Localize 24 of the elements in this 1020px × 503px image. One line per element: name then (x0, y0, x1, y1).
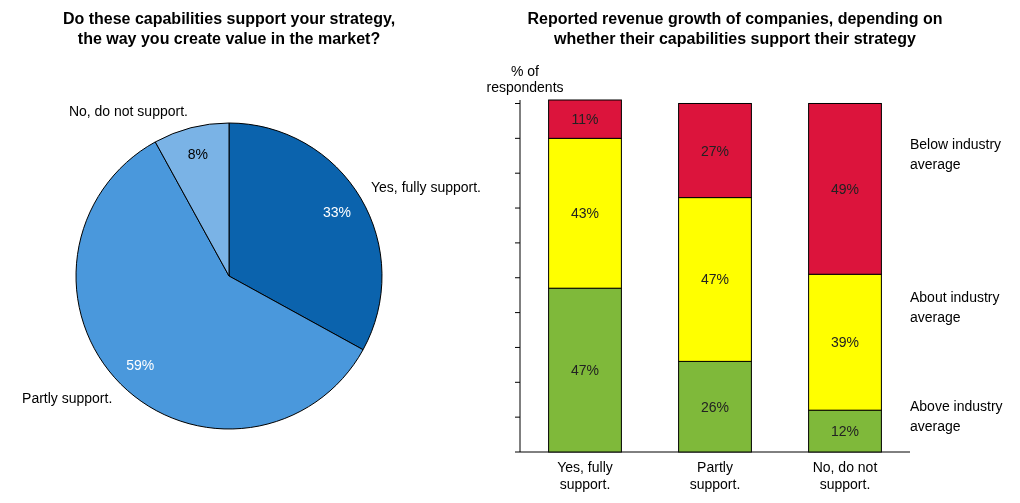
data-label: 49% (830, 180, 860, 197)
chart-title: Do these capabilities support your strategy, the way you create value in the market? (62, 10, 396, 47)
data-label: 27% (700, 142, 730, 159)
data-label: 59% (126, 356, 155, 373)
data-label: 26% (700, 398, 730, 415)
data-label: 12% (830, 423, 860, 440)
x-tick-label: No, do not support. (812, 459, 878, 492)
chart-title: Reported revenue growth of companies, depending on whether their capabilities support their strategy (527, 10, 943, 47)
data-label: 39% (830, 334, 860, 351)
x-tick-label: Yes, fully support. (557, 459, 613, 492)
data-label: 43% (570, 205, 600, 222)
text: Above industry average (910, 398, 1003, 435)
data-label: 8% (187, 146, 208, 163)
data-label: 47% (700, 271, 730, 288)
y-axis-title: % of respondents (486, 63, 564, 95)
slice-label: Partly support. (22, 389, 113, 406)
slice-label: No, do not support. (68, 103, 188, 120)
data-label: 47% (570, 362, 600, 379)
x-tick-label: Partly support. (689, 459, 741, 492)
text: Below industry average (910, 135, 1002, 172)
data-label: 33% (322, 204, 351, 221)
slice-label: Yes, fully support. (371, 179, 482, 196)
text: About industry average (910, 289, 1000, 326)
data-label: 11% (571, 111, 599, 128)
